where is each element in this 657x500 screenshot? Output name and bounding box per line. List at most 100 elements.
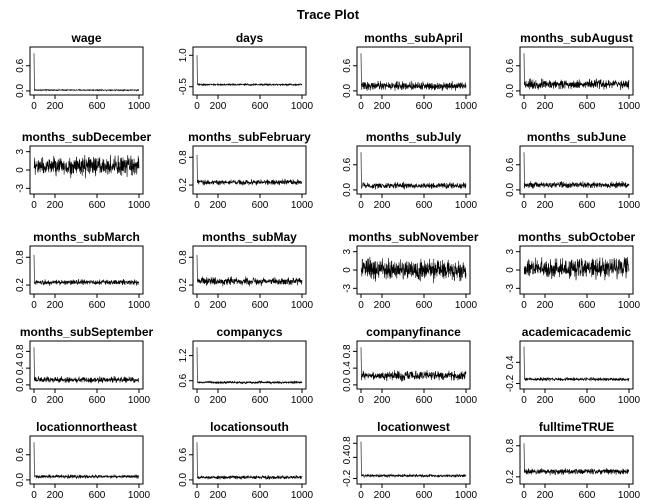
trace-line <box>360 347 467 382</box>
x-tick-label: 200 <box>537 200 554 211</box>
trace-panel: months_subMarch 0 200 600 1000 0.2 0.8 <box>15 230 151 311</box>
x-tick-label: 0 <box>194 200 200 211</box>
x-tick-label: 600 <box>416 200 433 211</box>
x-tick-label: 200 <box>374 101 391 112</box>
panel-title: months_subApril <box>364 31 463 45</box>
x-tick-label: 1000 <box>618 300 641 311</box>
y-tick-label: 0.4 <box>505 355 516 369</box>
x-tick-label: 0 <box>194 395 200 406</box>
trace-panel: wage 0 200 600 1000 0.0 0.6 <box>15 31 151 112</box>
panel-title: fulltimeTRUE <box>539 420 614 434</box>
trace-line <box>33 442 140 480</box>
panel-title: wage <box>70 31 101 45</box>
y-tick-label: 0.0 <box>342 378 353 392</box>
trace-line <box>196 347 303 385</box>
y-tick-label: 0.6 <box>342 58 353 72</box>
x-tick-label: 200 <box>537 300 554 311</box>
trace-line <box>360 441 467 479</box>
y-tick-label: 0.2 <box>178 178 189 192</box>
plot-frame <box>356 145 471 195</box>
x-tick-label: 1000 <box>291 490 314 500</box>
x-tick-label: 0 <box>358 395 364 406</box>
x-tick-label: 1000 <box>455 101 478 112</box>
x-tick-label: 600 <box>89 490 106 500</box>
x-tick-label: 200 <box>374 200 391 211</box>
x-tick-label: 200 <box>210 300 227 311</box>
plot-frame <box>29 435 144 485</box>
x-tick-label: 1000 <box>455 490 478 500</box>
x-tick-label: 1000 <box>291 200 314 211</box>
y-tick-label: 0.6 <box>15 58 26 72</box>
trace-panel: locationnortheast 0 200 600 1000 0.0 0.6 <box>15 420 151 500</box>
trace-line <box>33 154 140 179</box>
x-tick-label: 0 <box>521 101 527 112</box>
plot-frame <box>29 340 144 390</box>
y-tick-label: 0.8 <box>342 436 353 450</box>
panel-title: months_subAugust <box>520 31 633 45</box>
y-tick-label: 0.2 <box>178 278 189 292</box>
trace-panel: months_subNovember 0 200 600 1000 -3 0 3 <box>342 230 479 311</box>
plot-frame <box>519 435 634 485</box>
x-tick-label: 0 <box>194 101 200 112</box>
y-tick-label: 0 <box>505 267 516 273</box>
x-tick-label: 200 <box>374 300 391 311</box>
y-tick-label: 0.0 <box>15 473 26 487</box>
x-tick-label: 1000 <box>128 490 151 500</box>
x-tick-label: 0 <box>31 101 37 112</box>
x-tick-label: 200 <box>47 300 64 311</box>
trace-panel: months_subDecember 0 200 600 1000 -3 0 3 <box>15 130 152 211</box>
y-tick-label: 0.8 <box>178 150 189 164</box>
y-tick-label: 0.0 <box>505 183 516 197</box>
x-tick-label: 200 <box>47 101 64 112</box>
trace-panel: locationwest 0 200 600 1000 -0.2 0.40.8 <box>342 420 478 500</box>
y-tick-label: -3 <box>342 283 353 292</box>
panel-title: locationwest <box>377 420 450 434</box>
plot-frame <box>356 435 471 485</box>
y-tick-label: -0.2 <box>342 469 353 487</box>
y-tick-label: 0.0 <box>178 473 189 487</box>
x-tick-label: 1000 <box>291 300 314 311</box>
x-tick-label: 1000 <box>455 395 478 406</box>
panel-title: months_subNovember <box>348 230 478 244</box>
trace-line <box>196 254 303 287</box>
y-tick-label: 0.8 <box>15 250 26 264</box>
trace-panel: months_subMay 0 200 600 1000 0.2 0.8 <box>178 230 314 311</box>
x-tick-label: 600 <box>416 395 433 406</box>
x-tick-label: 0 <box>521 200 527 211</box>
panel-title: academicacademic <box>522 325 632 339</box>
trace-line <box>360 152 467 190</box>
y-tick-label: 0.4 <box>342 361 353 375</box>
trace-panel: months_subOctober 0 200 600 1000 -3 0 3 <box>505 230 641 311</box>
x-tick-label: 0 <box>31 300 37 311</box>
trace-panel: months_subFebruary 0 200 600 1000 0.2 0.8 <box>178 130 314 211</box>
y-tick-label: 0.8 <box>15 344 26 358</box>
x-tick-label: 0 <box>194 490 200 500</box>
trace-line <box>33 254 140 286</box>
panel-title: locationnortheast <box>36 420 137 434</box>
x-tick-label: 600 <box>89 200 106 211</box>
x-tick-label: 1000 <box>128 101 151 112</box>
trace-panel: months_subJuly 0 200 600 1000 0.0 0.6 <box>342 130 478 211</box>
panel-title: months_subMarch <box>33 230 140 244</box>
plot-frame <box>519 46 634 96</box>
y-tick-label: 0.6 <box>505 157 516 171</box>
x-tick-label: 1000 <box>128 300 151 311</box>
x-tick-label: 600 <box>579 101 596 112</box>
panel-title: months_subJune <box>527 130 627 144</box>
trace-line <box>360 256 467 284</box>
y-tick-label: 0.8 <box>342 344 353 358</box>
plot-frame <box>192 340 307 390</box>
plot-frame <box>519 145 634 195</box>
trace-line <box>523 443 630 476</box>
x-tick-label: 600 <box>416 300 433 311</box>
x-tick-label: 600 <box>416 490 433 500</box>
y-tick-label: 1.2 <box>178 348 189 362</box>
y-tick-label: -0.2 <box>505 374 516 392</box>
y-tick-label: 0.6 <box>505 58 516 72</box>
x-tick-label: 0 <box>31 395 37 406</box>
plot-frame <box>29 46 144 96</box>
x-tick-label: 1000 <box>618 490 641 500</box>
trace-line <box>523 152 630 189</box>
x-tick-label: 200 <box>210 395 227 406</box>
